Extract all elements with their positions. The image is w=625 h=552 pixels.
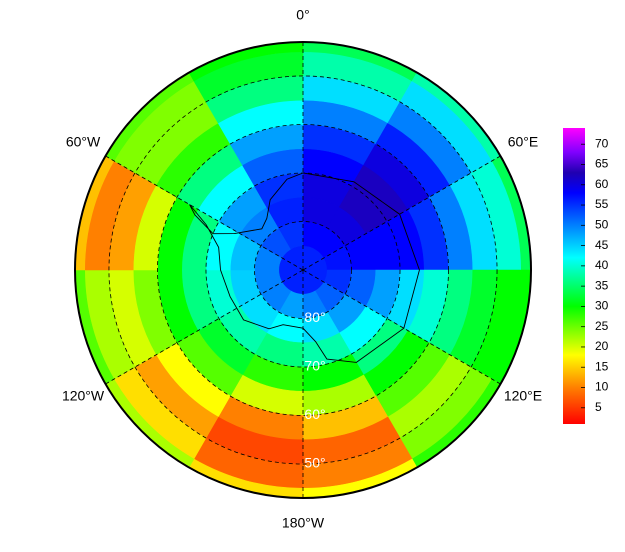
colorbar-tick-label: 30: [595, 299, 609, 313]
longitude-label: 180°W: [282, 515, 325, 531]
colorbar-tick-label: 15: [595, 359, 609, 373]
meridian: [302, 155, 501, 271]
latitude-label: 60°: [304, 406, 325, 422]
longitude-label: 120°W: [62, 388, 105, 404]
map-boundary: [74, 41, 532, 499]
colorbar-tick-label: 5: [595, 400, 602, 414]
longitude-label: 120°E: [504, 388, 542, 404]
latitude-circle: [205, 172, 401, 368]
latitude-circle: [108, 75, 498, 465]
colorbar-tick-label: 55: [595, 197, 609, 211]
longitude-label: 60°E: [508, 134, 539, 150]
colorbar-tick-label: 20: [595, 339, 609, 353]
longitude-label: 0°: [296, 7, 309, 23]
meridian: [302, 269, 501, 385]
meridian: [105, 155, 304, 271]
colorbar-tick-label: 40: [595, 258, 609, 272]
colorbar-tick-label: 45: [595, 238, 609, 252]
latitude-label: 80°: [304, 309, 325, 325]
latitude-label: 70°: [304, 358, 325, 374]
colorbar-tick-label: 25: [595, 319, 609, 333]
colorbar: [563, 128, 585, 424]
colorbar-tick-label: 10: [595, 380, 609, 394]
latitude-circle: [157, 124, 449, 416]
latitude-circle: [254, 221, 352, 319]
latitude-label: 50°: [304, 455, 325, 471]
colorbar-tick-label: 65: [595, 157, 609, 171]
colorbar-tick-label: 35: [595, 278, 609, 292]
meridian: [105, 269, 304, 385]
coastline: [189, 172, 420, 363]
colorbar-tick-label: 50: [595, 217, 609, 231]
longitude-label: 60°W: [66, 134, 101, 150]
colorbar-tick-label: 70: [595, 136, 609, 150]
colorbar-tick-label: 60: [595, 177, 609, 191]
